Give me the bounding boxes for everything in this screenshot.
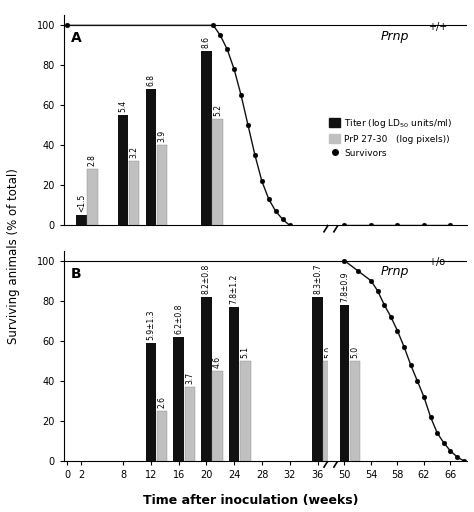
Bar: [212, 371, 223, 461]
Text: 3.9: 3.9: [157, 130, 166, 142]
Text: 8.6: 8.6: [202, 36, 211, 48]
Text: 3.2: 3.2: [130, 146, 139, 158]
Text: 5.9±1.3: 5.9±1.3: [146, 309, 155, 340]
Text: Time after inoculation (weeks): Time after inoculation (weeks): [144, 494, 359, 507]
Text: 2.8: 2.8: [88, 155, 97, 166]
Text: +/+: +/+: [428, 22, 447, 32]
Text: 5.2: 5.2: [213, 104, 222, 116]
Text: <1.5: <1.5: [77, 194, 86, 212]
Text: 5.0: 5.0: [351, 346, 360, 358]
Bar: [146, 343, 156, 461]
Text: 6.8: 6.8: [146, 74, 155, 87]
Bar: [173, 337, 184, 461]
Text: 8.3±0.7: 8.3±0.7: [313, 263, 322, 294]
Bar: [201, 297, 211, 461]
Text: 6.2±0.8: 6.2±0.8: [174, 303, 183, 334]
Bar: [157, 145, 167, 225]
Text: 5.0: 5.0: [324, 346, 333, 358]
Text: 8.2±0.8: 8.2±0.8: [202, 264, 211, 294]
Bar: [118, 115, 128, 225]
Text: Prnp: Prnp: [381, 30, 409, 43]
Text: Prnp: Prnp: [381, 265, 409, 279]
Text: B: B: [71, 267, 82, 281]
Bar: [157, 411, 167, 461]
Text: A: A: [71, 31, 82, 46]
Text: 2.6: 2.6: [157, 396, 166, 408]
Bar: [229, 307, 239, 461]
Text: 4.6: 4.6: [213, 356, 222, 368]
Text: 3.7: 3.7: [185, 372, 194, 384]
Bar: [323, 361, 334, 461]
Bar: [339, 305, 349, 461]
Bar: [76, 216, 87, 225]
Bar: [212, 119, 223, 225]
Text: 7.8±0.9: 7.8±0.9: [340, 271, 349, 302]
Bar: [312, 297, 323, 461]
Text: 5.1: 5.1: [241, 346, 250, 358]
Bar: [129, 161, 139, 225]
Bar: [87, 169, 98, 225]
Bar: [350, 361, 360, 461]
Text: Surviving animals (% of total): Surviving animals (% of total): [7, 168, 20, 344]
Legend: Titer (log LD$_{50}$ units/ml), PrP 27-30   (log pixels)), Survivors: Titer (log LD$_{50}$ units/ml), PrP 27-3…: [326, 113, 456, 161]
Bar: [184, 387, 195, 461]
Bar: [146, 90, 156, 225]
Bar: [201, 51, 211, 225]
Text: 5.4: 5.4: [118, 100, 128, 113]
Bar: [240, 361, 250, 461]
Text: +/o: +/o: [428, 257, 445, 267]
Text: 7.8±1.2: 7.8±1.2: [230, 273, 239, 304]
